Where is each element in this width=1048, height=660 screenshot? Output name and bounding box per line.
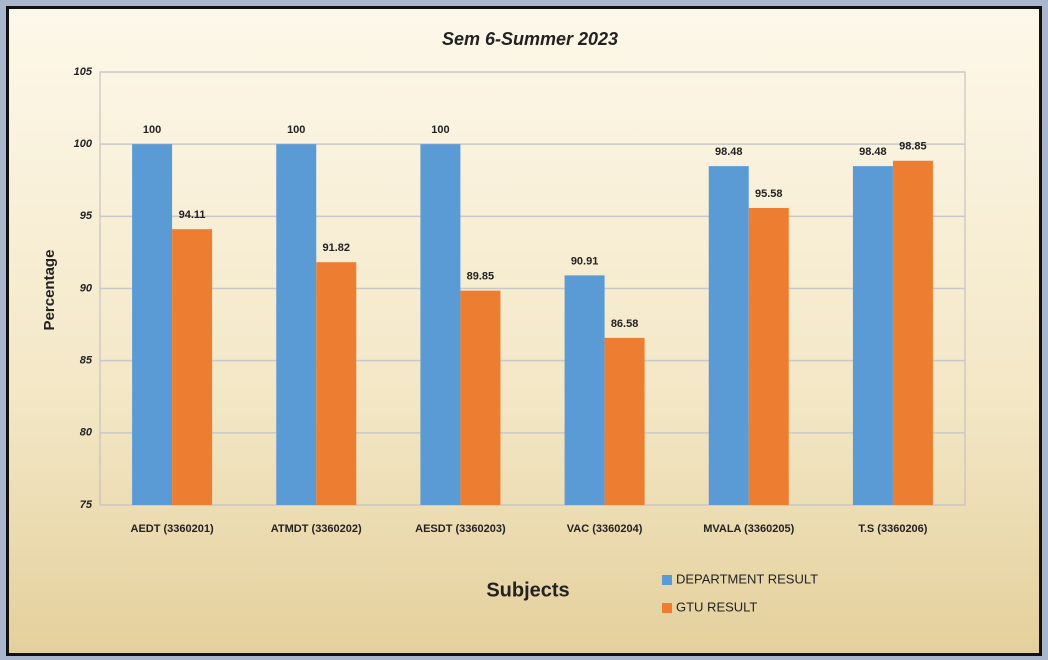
legend-label: GTU RESULT bbox=[676, 599, 757, 614]
y-tick-label: 90 bbox=[80, 282, 93, 294]
bar bbox=[172, 229, 213, 505]
bar bbox=[852, 166, 893, 505]
bar bbox=[748, 207, 789, 505]
y-tick-label: 95 bbox=[80, 210, 93, 222]
y-tick-label: 100 bbox=[74, 138, 93, 150]
bar bbox=[708, 166, 749, 505]
legend-swatch bbox=[662, 575, 672, 585]
data-label: 100 bbox=[143, 124, 161, 136]
legend-swatch bbox=[662, 603, 672, 613]
x-tick-label: AESDT (3360203) bbox=[415, 523, 506, 535]
data-label: 98.48 bbox=[859, 146, 887, 158]
y-tick-label: 105 bbox=[74, 66, 93, 78]
data-label: 90.91 bbox=[571, 255, 599, 267]
data-label: 100 bbox=[287, 124, 305, 136]
data-label: 86.58 bbox=[611, 318, 639, 330]
bar bbox=[604, 337, 645, 505]
y-tick-label: 75 bbox=[80, 499, 93, 511]
x-axis-title: Subjects bbox=[486, 579, 569, 601]
x-tick-label: MVALA (3360205) bbox=[703, 523, 794, 535]
bar bbox=[564, 275, 605, 505]
x-tick-label: ATMDT (3360202) bbox=[271, 523, 362, 535]
x-tick-label: AEDT (3360201) bbox=[131, 523, 214, 535]
bar bbox=[316, 262, 357, 505]
y-axis-title: Percentage bbox=[41, 250, 58, 331]
y-tick-label: 85 bbox=[80, 355, 93, 367]
x-tick-label: T.S (3360206) bbox=[858, 523, 927, 535]
data-label: 100 bbox=[431, 124, 449, 136]
data-label: 98.48 bbox=[715, 146, 743, 158]
bar bbox=[420, 144, 461, 505]
bar bbox=[460, 290, 501, 505]
x-tick-label: VAC (3360204) bbox=[567, 523, 643, 535]
data-label: 91.82 bbox=[322, 242, 350, 254]
legend-label: DEPARTMENT RESULT bbox=[676, 571, 818, 586]
bar bbox=[132, 144, 173, 505]
data-label: 98.85 bbox=[899, 141, 927, 153]
bar bbox=[276, 144, 317, 505]
data-label: 94.11 bbox=[179, 209, 206, 221]
data-label: 89.85 bbox=[467, 271, 495, 283]
data-label: 95.58 bbox=[755, 188, 783, 200]
bar bbox=[892, 160, 933, 505]
chart-title: Sem 6-Summer 2023 bbox=[442, 29, 618, 49]
y-tick-label: 80 bbox=[80, 427, 93, 439]
